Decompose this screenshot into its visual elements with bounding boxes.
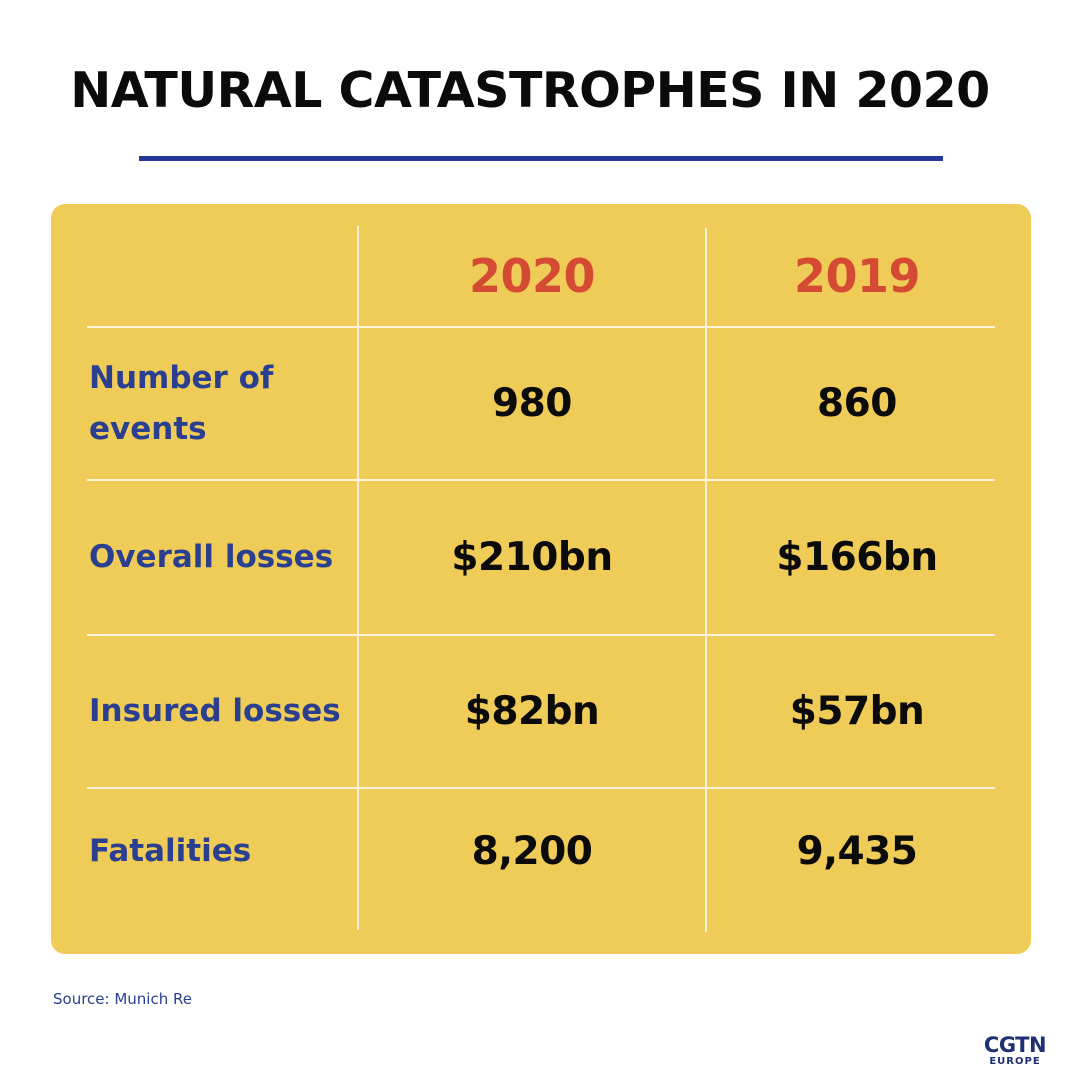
value-2020-number-of-events: 980 bbox=[492, 381, 572, 426]
row-divider-3 bbox=[87, 634, 995, 636]
column-divider-2 bbox=[705, 228, 707, 932]
column-header-2020: 2020 bbox=[468, 249, 596, 303]
row-divider-4 bbox=[87, 787, 995, 789]
value-2020-fatalities: 8,200 bbox=[471, 829, 593, 874]
cgtn-europe-logo: CGTN EUROPE bbox=[978, 1033, 1052, 1067]
value-2020-insured-losses: $82bn bbox=[464, 689, 600, 734]
value-2020-overall-losses: $210bn bbox=[451, 535, 613, 580]
value-2019-overall-losses: $166bn bbox=[776, 535, 938, 580]
title-underline bbox=[139, 156, 943, 161]
value-2019-number-of-events: 860 bbox=[817, 381, 897, 426]
logo-subtitle: EUROPE bbox=[989, 1056, 1041, 1067]
row-divider-2 bbox=[87, 479, 995, 481]
logo-wordmark: CGTN bbox=[983, 1033, 1047, 1057]
row-label-fatalities: Fatalities bbox=[89, 833, 252, 869]
column-divider-1 bbox=[357, 226, 359, 930]
source-note: Source: Munich Re bbox=[53, 990, 192, 1008]
page-title: NATURAL CATASTROPHES IN 2020 bbox=[70, 62, 990, 119]
row-label-insured-losses: Insured losses bbox=[89, 693, 341, 729]
column-header-2019: 2019 bbox=[793, 249, 921, 303]
row-divider-1 bbox=[87, 326, 995, 328]
row-label-number-of-events: Number of events bbox=[89, 359, 274, 447]
comparison-table: 2020 2019 Number of events 980 860 Overa… bbox=[51, 204, 1031, 954]
value-2019-insured-losses: $57bn bbox=[789, 689, 925, 734]
value-2019-fatalities: 9,435 bbox=[796, 829, 918, 874]
row-label-overall-losses: Overall losses bbox=[89, 539, 334, 575]
